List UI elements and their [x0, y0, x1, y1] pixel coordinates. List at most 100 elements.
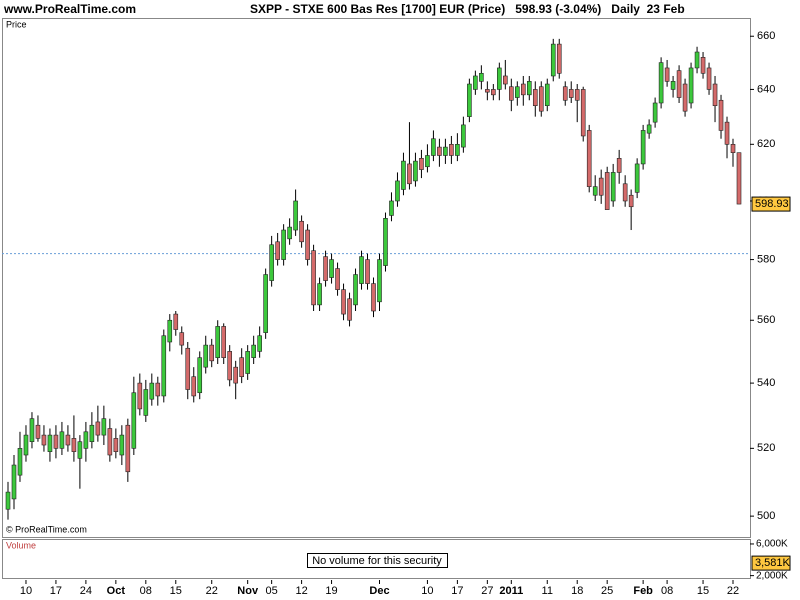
candle-body: [365, 259, 370, 284]
y-tick-label: 660: [757, 30, 775, 42]
candle-body: [383, 218, 388, 266]
y-tick-label: 640: [757, 83, 775, 95]
chart-title: SXPP - STXE 600 Bas Res [1700] EUR (Pric…: [250, 2, 685, 16]
x-tick-label: 2011: [499, 585, 523, 597]
candle-body: [179, 332, 185, 346]
candle-body: [215, 326, 221, 358]
candle-body: [497, 67, 502, 90]
candle-body: [532, 89, 538, 107]
x-tick-label: 18: [571, 585, 583, 597]
x-tick-label: 15: [170, 585, 182, 597]
candle-body: [359, 256, 364, 284]
x-tick-label: 24: [80, 585, 92, 597]
candle-body: [5, 491, 11, 510]
last-price-label: 598.93: [755, 198, 789, 210]
site-name: www.ProRealTime.com: [3, 2, 136, 16]
candle-body: [610, 172, 616, 202]
candle-body: [724, 121, 730, 145]
candle-body: [443, 146, 448, 156]
candle-body: [239, 357, 244, 378]
x-tick-label: 10: [20, 585, 32, 597]
candle-body: [335, 268, 340, 290]
x-tick-label: 19: [325, 585, 337, 597]
candle-body: [329, 259, 334, 278]
candle-body: [263, 274, 268, 333]
y-tick-label: 520: [757, 442, 775, 454]
candle-body: [538, 86, 544, 112]
last-price-box: [751, 196, 791, 212]
candle-body: [53, 434, 59, 449]
x-tick-label: 17: [50, 585, 62, 597]
candle-body: [491, 89, 496, 96]
x-tick-label: 27: [481, 585, 493, 597]
candle-body: [65, 434, 71, 446]
candle-body: [185, 347, 191, 390]
y-tick-label: 500: [757, 510, 775, 522]
candle-body: [47, 434, 53, 452]
candle-body: [221, 326, 227, 358]
candle-body: [473, 75, 478, 90]
candle-body: [694, 51, 700, 69]
last-volume-box: [751, 555, 791, 571]
candle-body: [245, 351, 250, 374]
candle-body: [71, 438, 77, 452]
candle-body: [467, 83, 472, 117]
candle-body: [431, 138, 436, 156]
candle-body: [161, 335, 167, 397]
y-tick-label: 2,000K: [756, 570, 788, 581]
candle-body: [101, 418, 107, 436]
candle-body: [616, 158, 622, 173]
x-tick-label: 08: [661, 585, 673, 597]
candle-body: [305, 229, 310, 260]
candle-body: [299, 220, 304, 243]
x-tick-label: 22: [206, 585, 218, 597]
candle-body: [191, 376, 197, 397]
candle-body: [17, 448, 23, 476]
candle-body: [730, 144, 736, 153]
candle-body: [628, 194, 634, 208]
candle-body: [323, 256, 328, 281]
candle-body: [479, 72, 484, 82]
candle-body: [293, 200, 298, 231]
candle-body: [640, 130, 646, 165]
candle-body: [389, 200, 394, 216]
candle-body: [568, 89, 574, 98]
candle-body: [251, 344, 256, 358]
candle-body: [149, 382, 155, 400]
candle-body: [586, 130, 592, 187]
candle-body: [125, 424, 131, 473]
candle-body: [35, 424, 41, 439]
candle-body: [503, 75, 508, 85]
x-tick-label: 08: [140, 585, 152, 597]
x-tick-label: 15: [697, 585, 709, 597]
candle-body: [137, 382, 143, 410]
candle-body: [401, 160, 406, 190]
candle-body: [425, 155, 430, 168]
candle-body: [23, 434, 29, 456]
candle-body: [736, 152, 742, 205]
x-tick-label: Dec: [369, 585, 389, 597]
candle-body: [41, 434, 47, 446]
x-tick-label: Feb: [633, 585, 653, 597]
candle-body: [544, 83, 550, 107]
candle-body: [83, 431, 89, 449]
x-tick-label: Nov: [237, 585, 259, 597]
candle-body: [29, 418, 35, 443]
candle-body: [143, 389, 149, 416]
candle-body: [413, 160, 418, 182]
candle-body: [11, 464, 17, 500]
candle-body: [520, 83, 526, 96]
candle-body: [119, 434, 125, 456]
x-tick-label: 25: [601, 585, 613, 597]
x-tick-label: 05: [266, 585, 278, 597]
candle-body: [95, 421, 101, 436]
candle-body: [706, 67, 712, 90]
x-tick-label: 22: [727, 585, 739, 597]
candle-body: [700, 57, 706, 74]
candle-body: [107, 428, 113, 456]
y-tick-label: 580: [757, 253, 775, 265]
candle-body: [574, 89, 580, 101]
y-tick-label: 6,000K: [756, 539, 788, 550]
candle-body: [311, 250, 316, 306]
candle-body: [203, 344, 209, 368]
